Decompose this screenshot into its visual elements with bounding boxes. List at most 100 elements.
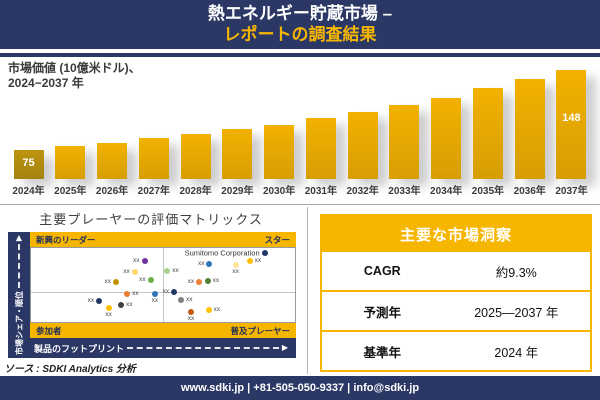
matrix-y-axis-band: 市場シェア・順位 ▶	[8, 232, 30, 358]
matrix-title: 主要プレーヤーの評価マトリックス	[39, 212, 263, 227]
matrix-dot	[177, 297, 184, 304]
key-insights-table: 主要な市場洞察 CAGR 約9.3% 予測年 2025—2037 年基準年 2024 年	[320, 214, 592, 372]
insight-row: 基準年 2024 年	[322, 330, 590, 370]
x-axis-tick-label: 2027年	[137, 186, 170, 197]
matrix-dot	[232, 262, 239, 269]
bar-slot	[300, 68, 341, 179]
bar-slot	[259, 68, 300, 179]
matrix-y-axis-label: 市場シェア・順位	[14, 291, 24, 355]
matrix-dot	[147, 276, 154, 283]
x-axis-tick-label: 2025年	[54, 186, 87, 197]
matrix-top-band: 新興のリーダー スター	[30, 232, 296, 247]
matrix-dot-label: xx	[187, 278, 195, 286]
matrix-bottom-band: 参加者 普及プレーヤー	[30, 323, 296, 338]
x-axis-tick-label: 2031年	[304, 186, 337, 197]
matrix-dot	[171, 288, 178, 295]
matrix-dot	[205, 307, 212, 313]
insight-row: 予測年 2025—2037 年	[322, 290, 590, 330]
bar-chart: 75 148	[8, 68, 592, 179]
bar-slot	[217, 68, 258, 179]
matrix-dot-label: xx	[162, 287, 170, 295]
x-axis-dashed-line	[127, 347, 279, 349]
matrix-x-axis-label: 製品のフットプリント	[34, 343, 125, 354]
chart-subtitle: 市場価値 (10億米ドル)、 2024−2037 年	[8, 61, 141, 91]
bar-2025年	[55, 146, 86, 179]
matrix-dot	[118, 301, 125, 308]
bar-slot: 148	[551, 68, 592, 179]
x-axis-tick-label: 2029年	[221, 186, 254, 197]
matrix-dot	[141, 257, 148, 264]
bar-2029年	[222, 129, 253, 179]
x-axis-tick-label: 2032年	[346, 186, 379, 197]
matrix-scatter-plot: xx xx xx xx xx xx xx xx Sumitomo Corporation xx xx…	[30, 247, 296, 323]
footer-contact-bar: www.sdki.jp | +81-505-050-9337 | info@sd…	[0, 376, 600, 400]
bar-value-label: 75	[22, 157, 35, 169]
x-axis-tick-label: 2037年	[555, 186, 588, 197]
bar-2028年	[180, 134, 211, 179]
horizontal-divider	[0, 204, 600, 205]
matrix-dot-label: xx	[213, 305, 221, 313]
bar-slot	[509, 68, 550, 179]
matrix-dot-label: xx	[104, 278, 112, 286]
bar-2026年	[97, 143, 128, 179]
vertical-divider	[307, 207, 308, 374]
bar-value-label: 148	[562, 112, 581, 124]
bar-2034年	[431, 98, 462, 179]
matrix-dot-label: xx	[172, 267, 179, 275]
matrix-dot	[206, 260, 213, 267]
matrix-dot	[196, 279, 203, 286]
quadrant-label-stars: スター	[264, 234, 290, 245]
bar-2037年: 148	[556, 70, 587, 179]
matrix-dot-label: xx	[212, 276, 220, 284]
bar-2027年	[138, 138, 169, 179]
matrix-dot-label: xx	[185, 295, 193, 303]
matrix-dot-label: xx	[139, 275, 146, 283]
bar-slot	[175, 68, 216, 179]
matrix-dot-label: xx	[133, 256, 140, 264]
bar-2030年	[264, 125, 295, 179]
header-divider-rule	[0, 53, 600, 57]
matrix-dot	[164, 268, 171, 275]
x-axis-tick-label: 2024年	[12, 186, 45, 197]
key-insights-rows: CAGR 約9.3% 予測年 2025—2037 年基準年 2024 年	[322, 252, 590, 370]
matrix-dot	[246, 258, 253, 265]
matrix-dot	[261, 249, 268, 256]
page-title-line2: レポートの調査結果	[223, 25, 377, 44]
matrix-horizontal-midline	[31, 291, 295, 293]
bar-chart-x-axis: 2024年 2025年 2026年 2027年 2028年 2029年 2030年 2031年…	[8, 182, 592, 197]
matrix-dot-label: xx	[254, 256, 262, 264]
bar-slot	[384, 68, 425, 179]
matrix-dot-label: xx	[232, 268, 239, 276]
matrix-y-axis: 市場シェア・順位 ▶	[8, 232, 30, 358]
matrix-dot-label: xx	[87, 296, 95, 304]
x-axis-tick-label: 2034年	[430, 186, 463, 197]
insight-value: 2024 年	[494, 345, 539, 360]
quadrant-label-participants: 参加者	[36, 325, 62, 336]
matrix-dot-label: xx	[197, 259, 205, 267]
insight-value: 2025—2037 年	[474, 305, 559, 320]
bar-2036年	[514, 79, 545, 179]
x-axis-tick-label: 2033年	[388, 186, 421, 197]
insight-label: CAGR	[363, 264, 401, 278]
insight-label: 基準年	[363, 345, 402, 360]
matrix-dot	[96, 297, 103, 304]
bar-2035年	[472, 88, 503, 179]
matrix-dot	[113, 279, 119, 286]
source-note: ソース : SDKI Analytics 分析	[4, 364, 136, 375]
x-axis-tick-label: 2026年	[95, 186, 129, 197]
x-axis-tick-label: 2036年	[513, 186, 546, 197]
matrix-dot	[204, 277, 211, 284]
header-banner: 熱エネルギー貯蔵市場 – レポートの調査結果	[0, 0, 600, 49]
bar-slot	[133, 68, 174, 179]
matrix-dot-label: xx	[123, 268, 130, 276]
x-axis-arrow-icon: ▶	[281, 343, 288, 352]
x-axis-tick-label: 2035年	[471, 186, 505, 197]
bar-slot	[50, 68, 91, 179]
matrix-dot	[105, 305, 112, 312]
y-axis-arrow-icon: ▶	[14, 235, 23, 242]
bar-2031年	[305, 118, 336, 179]
bar-2024年: 75	[13, 150, 44, 179]
bar-slot: 75	[8, 68, 49, 179]
quadrant-label-pervasive-players: 普及プレーヤー	[230, 325, 290, 336]
